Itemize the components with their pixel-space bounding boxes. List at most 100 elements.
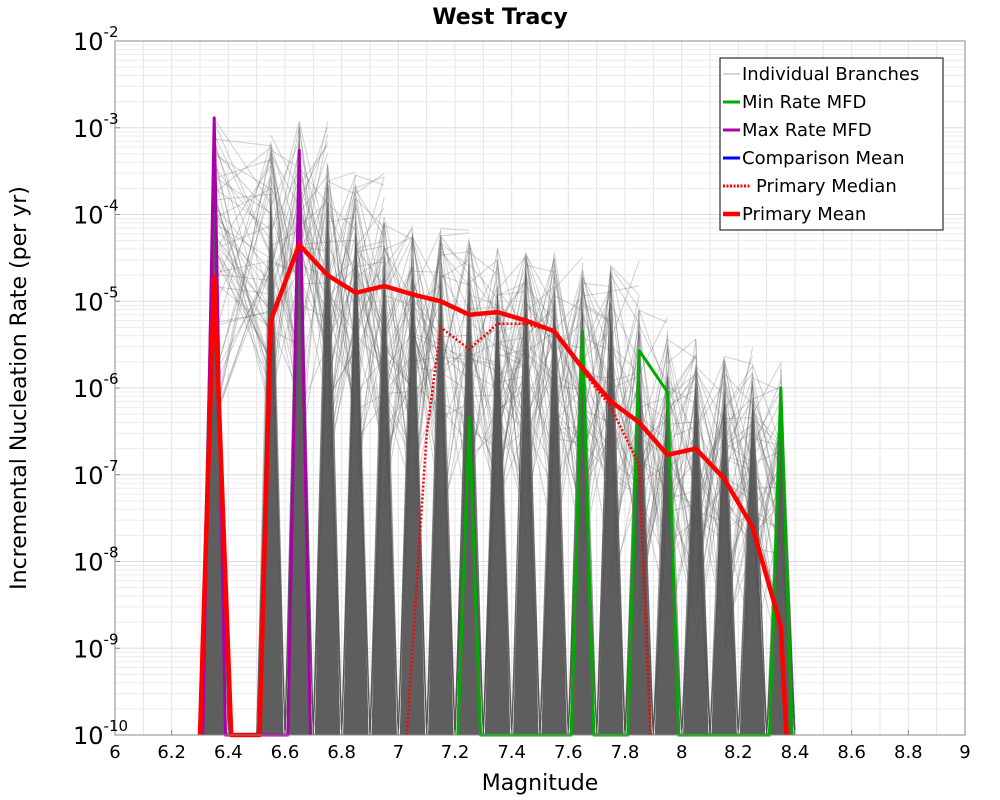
branch-curve: [214, 159, 300, 376]
branch-curve: [624, 311, 654, 736]
branch-curve: [397, 234, 428, 736]
branch-curve: [213, 164, 300, 354]
branch-curve: [525, 258, 569, 736]
branch-curve: [610, 323, 668, 461]
branch-spike: [711, 386, 737, 735]
branch-curve: [468, 259, 527, 496]
legend-label: Primary Mean: [742, 204, 866, 225]
branch-curve: [440, 242, 498, 376]
branch-curve: [298, 171, 356, 297]
branch-curve: [327, 172, 385, 396]
x-tick-label: 7.6: [554, 742, 583, 763]
x-tick-label: 7: [393, 742, 404, 763]
branch-curve: [723, 383, 768, 736]
branch-spike: [399, 262, 426, 735]
branch-curve: [525, 252, 583, 509]
branch-curve: [412, 251, 470, 427]
branch-curve: [213, 149, 300, 438]
branch-curve: [383, 261, 428, 736]
branch-curve: [511, 261, 555, 736]
branch-spike: [428, 267, 454, 735]
branch-curve: [709, 357, 753, 736]
legend-label: Primary Median: [756, 176, 897, 197]
branch-curve: [695, 363, 739, 736]
branch-curve: [327, 185, 385, 357]
branch-curve: [327, 174, 385, 323]
branch-curve: [383, 236, 442, 295]
branch-curve: [327, 176, 385, 441]
branch-curve: [511, 275, 555, 736]
branch-curve: [383, 235, 442, 516]
branch-curve: [284, 128, 328, 736]
branch-spike: [371, 254, 397, 735]
branch-curve: [355, 245, 399, 736]
branch-spike: [314, 201, 341, 736]
branch-spike: [286, 157, 312, 736]
branch-spike: [201, 157, 227, 736]
branch-curve: [454, 240, 498, 736]
x-tick-label: 7.8: [611, 742, 640, 763]
branch-curve: [213, 146, 300, 414]
branch-curve: [497, 253, 555, 467]
branch-curve: [454, 247, 484, 736]
branch-curve: [525, 276, 569, 736]
branch-curve: [298, 187, 357, 433]
x-tick-label: 8.8: [894, 742, 923, 763]
branch-spike: [598, 299, 624, 735]
branch-curve: [355, 224, 413, 400]
branch-curve: [412, 242, 456, 736]
branch-curve: [284, 146, 328, 736]
x-tick-label: 6.6: [271, 742, 300, 763]
y-tick-label: 10-10: [73, 717, 128, 750]
y-tick-label: 10-9: [73, 630, 119, 663]
branch-curve: [497, 270, 541, 736]
legend-label: Max Rate MFD: [742, 120, 872, 141]
branch-spike: [683, 375, 709, 735]
branch-curve: [553, 291, 611, 443]
branch-curve: [752, 360, 796, 736]
individual-branches: [199, 117, 796, 736]
branch-curve: [582, 285, 640, 558]
branch-curve: [667, 355, 711, 736]
branch-curve: [723, 379, 768, 736]
branch-curve: [567, 277, 612, 736]
branch-curve: [213, 179, 300, 418]
branch-curve: [327, 197, 385, 429]
branch-curve: [567, 288, 612, 736]
branch-curve: [213, 152, 286, 736]
branch-curve: [213, 142, 300, 350]
branch-spike: [569, 299, 596, 735]
x-tick-label: 6.2: [157, 742, 186, 763]
branch-curve: [624, 335, 654, 736]
branch-curve: [327, 204, 371, 736]
y-tick-label: 10-6: [73, 370, 119, 403]
branch-spike: [484, 280, 511, 735]
branch-curve: [298, 183, 357, 403]
branch-curve: [737, 398, 782, 736]
branch-curve: [681, 364, 711, 736]
branch-curve: [511, 258, 541, 736]
branch-curve: [298, 164, 357, 464]
branch-curve: [652, 344, 683, 736]
legend-label: Individual Branches: [742, 64, 919, 85]
branch-curve: [610, 309, 668, 572]
x-tick-label: 6.8: [327, 742, 356, 763]
branch-curve: [511, 272, 555, 736]
branch-curve: [284, 122, 328, 736]
branch-curve: [511, 257, 555, 736]
branch-spike: [513, 288, 539, 735]
branch-curve: [553, 290, 598, 736]
branch-curve: [567, 277, 612, 736]
x-tick-label: 8.2: [724, 742, 753, 763]
branch-curve: [667, 373, 725, 637]
branch-curve: [256, 145, 300, 736]
y-tick-label: 10-2: [73, 23, 119, 56]
x-tick-label: 8.6: [837, 742, 866, 763]
y-tick-label: 10-3: [73, 110, 119, 143]
branch-curve: [312, 163, 357, 736]
branch-curve: [723, 398, 768, 736]
branch-curve: [667, 337, 711, 736]
branch-curve: [482, 249, 513, 736]
branch-curve: [511, 270, 555, 736]
